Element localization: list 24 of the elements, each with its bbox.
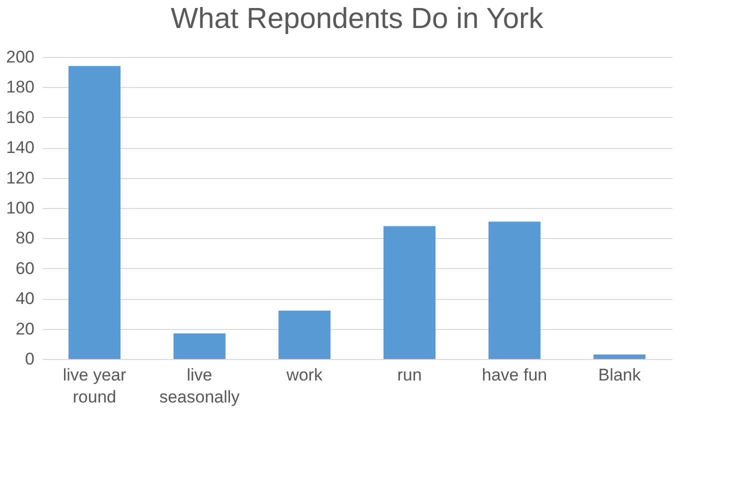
- bar: [594, 354, 646, 359]
- y-tick-label: 180: [6, 78, 34, 97]
- y-tick-label: 160: [6, 108, 34, 127]
- y-tick-label: 40: [16, 289, 34, 308]
- x-tick-label: have fun: [482, 366, 548, 384]
- bar: [174, 333, 226, 359]
- y-tick-label: 200: [6, 48, 34, 66]
- x-tick-label: live year round: [62, 366, 126, 406]
- y-tick-label: 120: [6, 168, 34, 188]
- y-tick-label: 60: [16, 258, 34, 278]
- bar: [68, 66, 120, 359]
- y-tick-label: 20: [16, 319, 34, 338]
- bar: [488, 222, 540, 359]
- y-tick-label: 0: [25, 350, 34, 368]
- x-tick-label: run: [397, 366, 422, 384]
- x-tick-label: live seasonally: [159, 366, 240, 406]
- bar: [384, 226, 436, 359]
- chart-title: What Repondents Do in York: [170, 3, 544, 35]
- y-tick-label: 100: [6, 198, 34, 218]
- y-tick-label: 80: [16, 228, 34, 248]
- bar: [278, 310, 330, 359]
- x-tick-label: work: [286, 366, 323, 384]
- x-tick-label: Blank: [598, 366, 642, 384]
- y-tick-label: 140: [6, 138, 34, 158]
